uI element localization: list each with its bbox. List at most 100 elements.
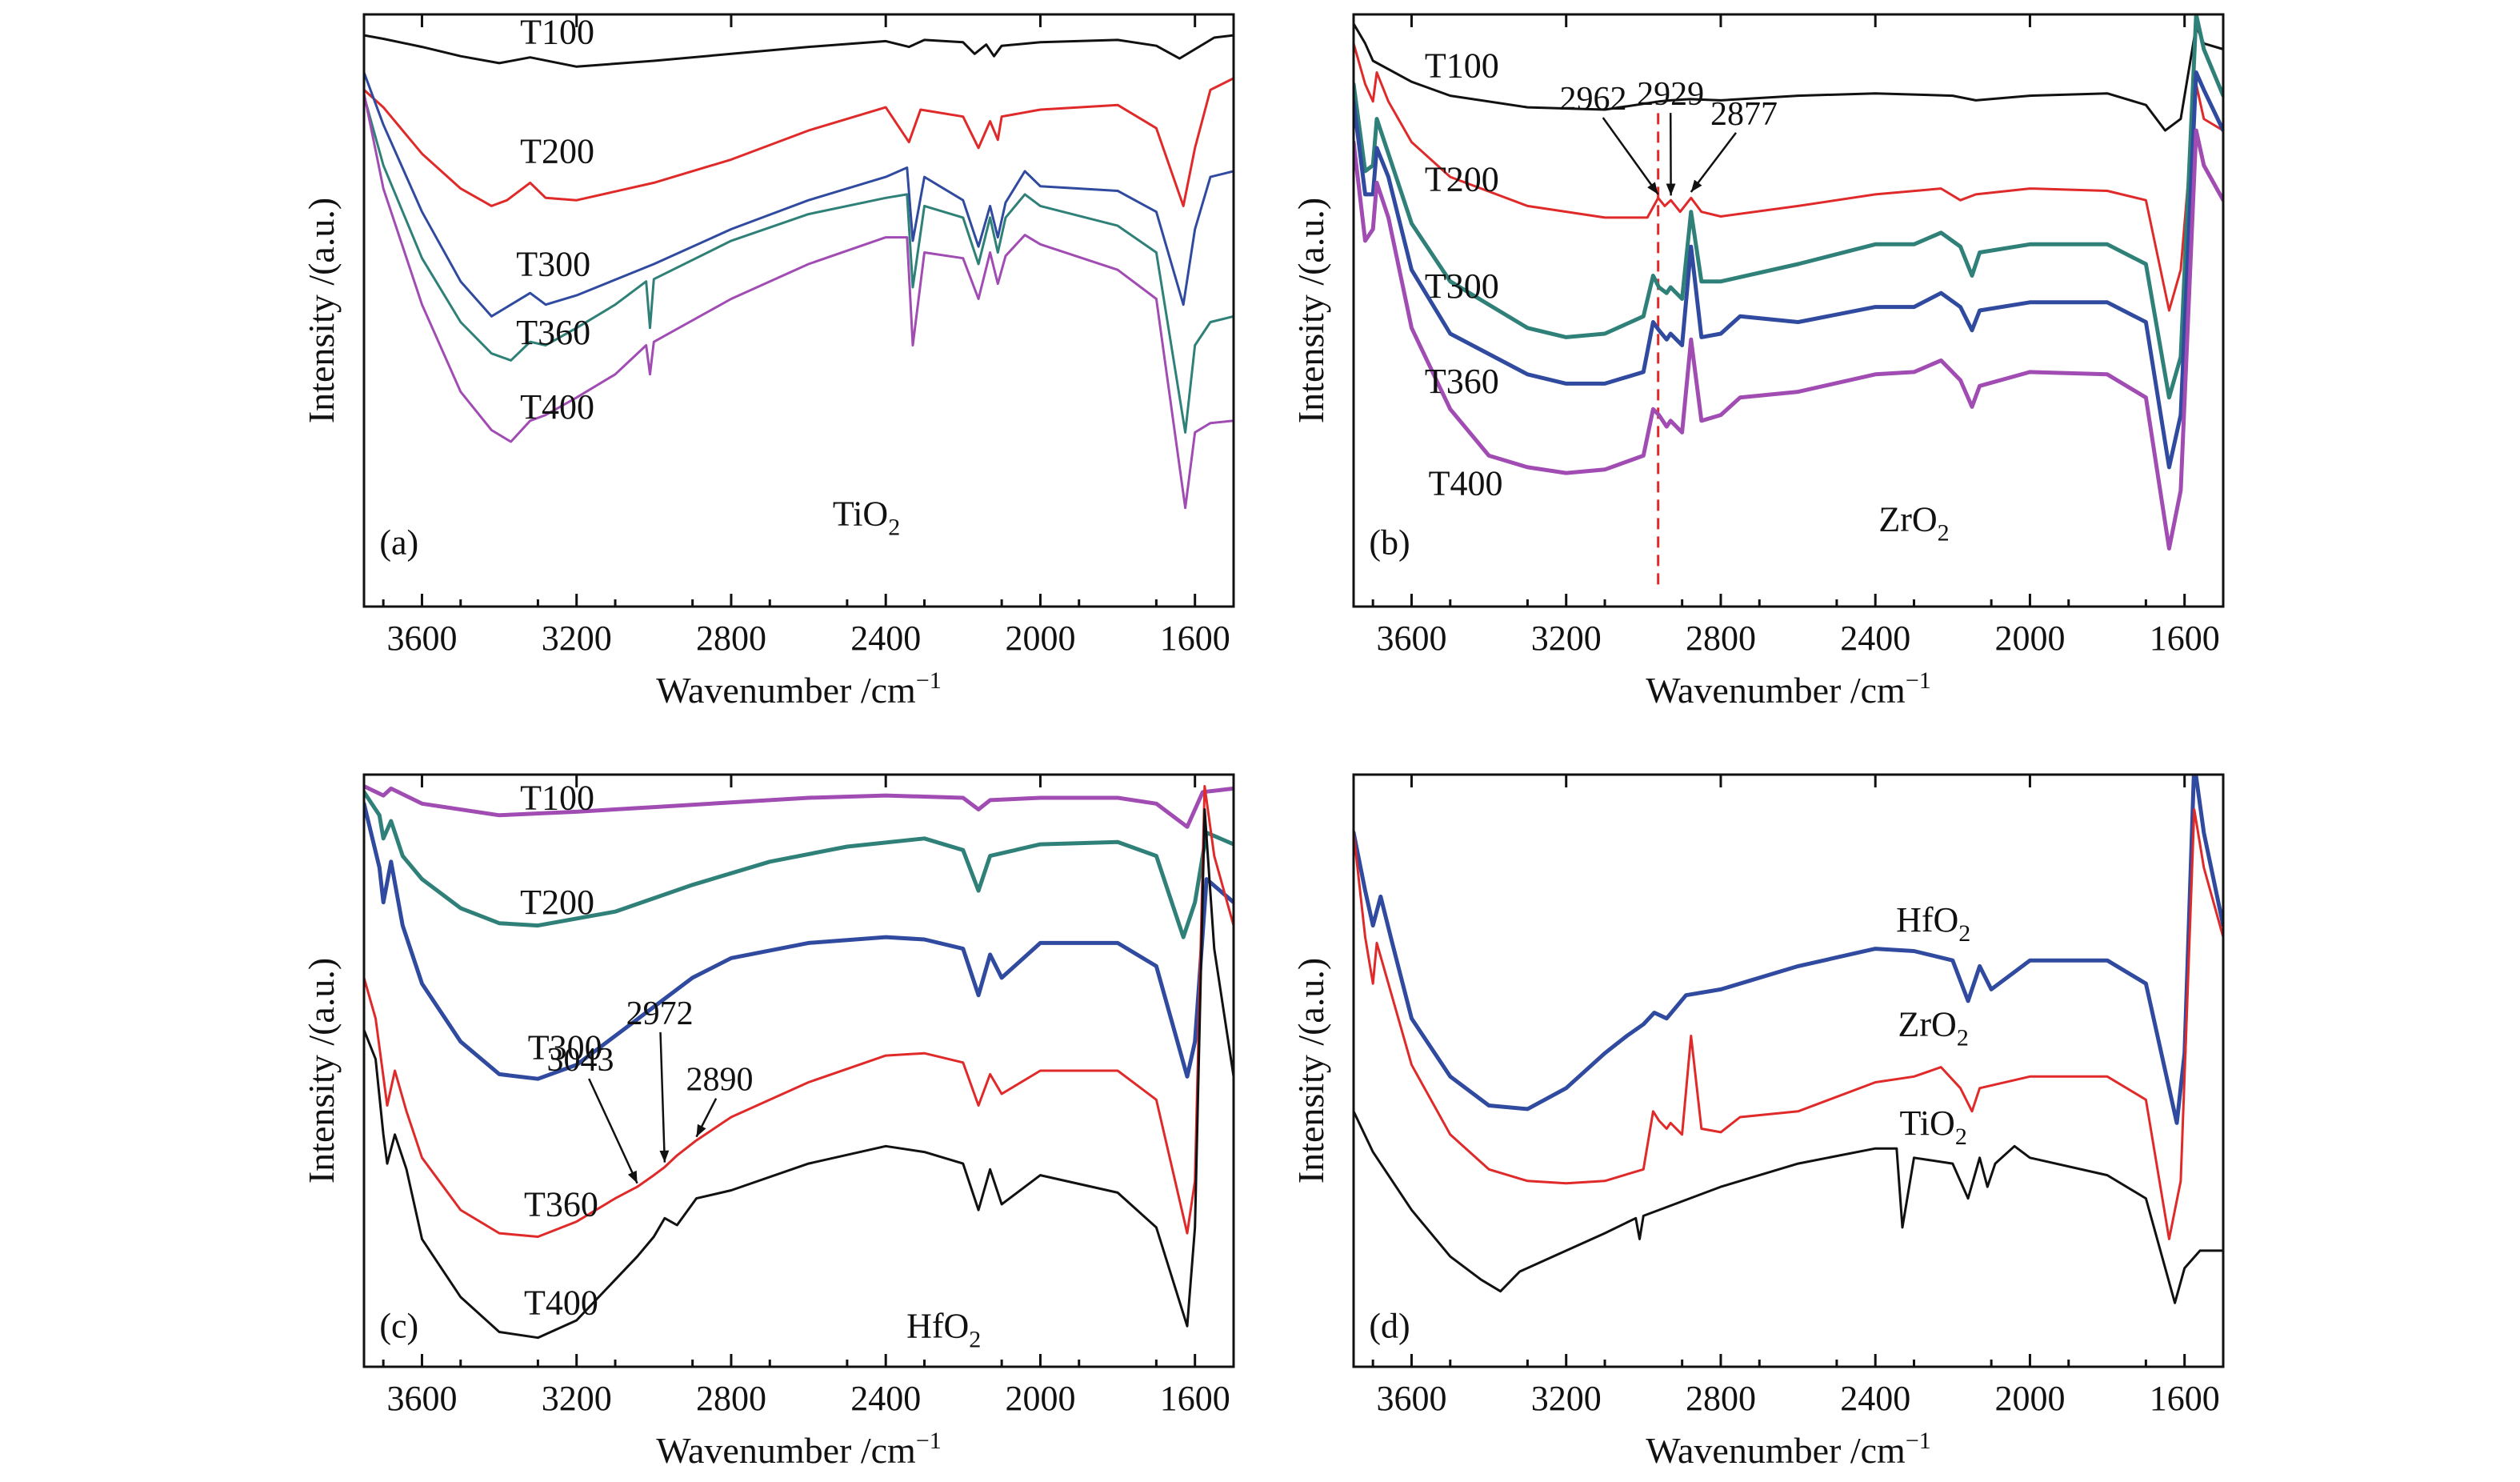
y-axis-label: Intensity /(a.u.)	[1290, 198, 1331, 423]
peak-annotation-arrow	[1690, 132, 1738, 193]
plot-frame	[362, 773, 1235, 1368]
series-label: T100	[520, 779, 594, 818]
series-label: T360	[524, 1184, 598, 1224]
series-label-main: HfO	[1896, 900, 1958, 939]
x-axis-label: Wavenumber /cm−1	[656, 667, 941, 711]
series-label-main: T400	[520, 387, 594, 427]
series-label-sub: 2	[1958, 920, 1970, 947]
x-tick-label: 2800	[696, 1379, 766, 1418]
series-label: T400	[1429, 464, 1503, 503]
compound-label-main: HfO	[906, 1307, 969, 1346]
series-label: TiO2	[1899, 1103, 1966, 1150]
series-label-main: T200	[520, 132, 594, 171]
series-group	[364, 784, 1234, 1340]
x-tick-label: 3600	[386, 619, 457, 658]
panel-label: (a)	[379, 523, 418, 563]
x-tick-label: 2400	[1840, 619, 1910, 658]
x-tick-label: 3600	[386, 1379, 457, 1418]
peak-annotation-arrowhead	[696, 1124, 706, 1137]
x-axis-label-main: Wavenumber /cm	[656, 670, 916, 711]
x-tick-label: 3200	[542, 619, 612, 658]
panel-label: (c)	[379, 1307, 418, 1346]
series-label: HfO2	[1896, 900, 1970, 947]
x-axis-label-sup: −1	[1906, 1428, 1931, 1454]
series-label-main: T200	[1425, 160, 1499, 199]
peak-annotation-label: 2972	[626, 995, 694, 1032]
peak-annotation-arrow	[588, 1078, 638, 1184]
peak-annotation-arrow	[1602, 117, 1659, 195]
series-line-t200	[1354, 42, 2223, 312]
x-axis-label-sup: −1	[1906, 667, 1931, 694]
x-tick-label: 3600	[1376, 619, 1446, 658]
series-label-main: T300	[516, 244, 590, 283]
compound-label-sub: 2	[969, 1327, 981, 1353]
series-label-main: T300	[1425, 266, 1499, 306]
plot-frame	[1352, 13, 2225, 608]
x-tick-label: 3600	[1376, 1379, 1446, 1418]
series-label-main: T100	[1425, 46, 1499, 85]
compound-label-main: TiO	[833, 494, 888, 533]
x-tick-label: 3200	[542, 1379, 612, 1418]
peak-annotation-arrowhead	[1647, 182, 1658, 194]
series-group	[1354, 14, 2223, 551]
series-label-sub: 2	[1957, 1024, 1969, 1051]
peak-annotation-arrowhead	[1690, 179, 1702, 192]
plot-frame	[362, 13, 1235, 608]
series-label: T300	[516, 244, 590, 283]
x-tick-label: 2400	[850, 1379, 921, 1418]
panel-d: 3600 3200 2800 2400 2000 1600 Wavenumber /cm−1…	[1290, 773, 2225, 1471]
x-axis-label: Wavenumber /cm−1	[1646, 667, 1930, 711]
series-label-main: T300	[528, 1027, 602, 1067]
series-label-main: T360	[524, 1184, 598, 1224]
series-label-main: T200	[520, 883, 594, 922]
peak-annotation-label: 2877	[1710, 96, 1778, 133]
peak-annotation-arrowhead	[659, 1150, 670, 1163]
x-tick-label: 2800	[1686, 1379, 1756, 1418]
compound-label: HfO2	[906, 1307, 981, 1353]
x-tick-label: 3200	[1531, 619, 1602, 658]
x-tick-label: 1600	[2150, 619, 2220, 658]
series-label: T100	[1425, 46, 1499, 85]
compound-label-main: ZrO	[1878, 500, 1937, 539]
x-tick-label: 2800	[1686, 619, 1756, 658]
series-label-main: T360	[516, 313, 590, 352]
series-line-t360	[364, 94, 1234, 434]
series-line-t100	[1354, 22, 2223, 132]
x-axis-label: Wavenumber /cm−1	[1646, 1428, 1930, 1471]
x-axis-label-sup: −1	[916, 1428, 942, 1454]
panel-c: 3600 3200 2800 2400 2000 1600 Wavenumber /cm−1…	[301, 773, 1235, 1471]
series-line-t100	[364, 784, 1234, 829]
peak-annotation-label: 2929	[1637, 76, 1704, 113]
series-label: T200	[520, 132, 594, 171]
series-label-main: TiO	[1899, 1103, 1954, 1143]
x-tick-label: 2000	[1994, 1379, 2065, 1418]
peak-annotation-arrowhead	[1666, 183, 1676, 196]
compound-label-sub: 2	[888, 514, 900, 540]
series-label-main: T400	[524, 1284, 598, 1323]
series-line-t400	[364, 92, 1234, 510]
series-line-t300	[364, 801, 1234, 1081]
series-group	[1354, 775, 2223, 1304]
peak-annotation-arrowhead	[627, 1170, 638, 1184]
series-line-t360	[1354, 70, 2223, 470]
x-tick-label: 1600	[2150, 1379, 2220, 1418]
x-axis-label-main: Wavenumber /cm	[1646, 1430, 1906, 1471]
x-axis-label-sup: −1	[916, 667, 942, 694]
x-axis-label-main: Wavenumber /cm	[656, 1430, 916, 1471]
x-tick-label: 2800	[696, 619, 766, 658]
x-tick-label: 1600	[1160, 619, 1230, 658]
x-tick-label: 3200	[1531, 1379, 1602, 1418]
series-label: T400	[520, 387, 594, 427]
compound-label-sub: 2	[1938, 520, 1950, 547]
peak-annotation-label: 2890	[686, 1062, 753, 1099]
series-label: T400	[524, 1284, 598, 1323]
series-label-main: T360	[1425, 362, 1499, 401]
x-axis-label-main: Wavenumber /cm	[1646, 670, 1906, 711]
x-tick-label: 2400	[850, 619, 921, 658]
peak-annotation-arrow	[659, 1031, 666, 1163]
series-line-t400	[1354, 128, 2223, 551]
x-tick-label: 2000	[1005, 619, 1075, 658]
series-label: T360	[516, 313, 590, 352]
series-line-t360	[364, 785, 1234, 1238]
panel-label: (d)	[1369, 1307, 1410, 1346]
